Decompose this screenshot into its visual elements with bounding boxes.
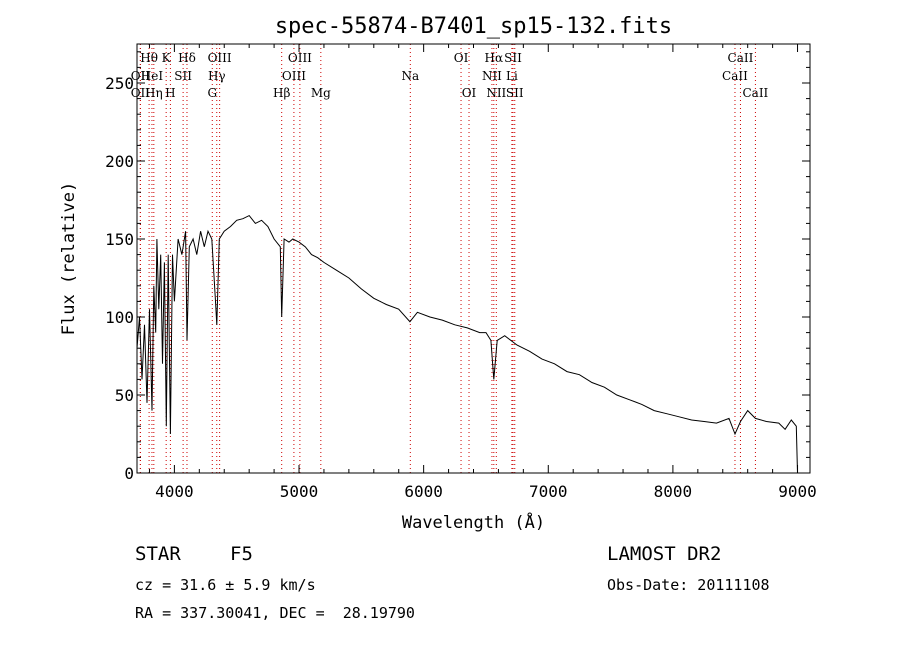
line-marker-label: CaII — [742, 86, 768, 100]
line-marker-label: Mg — [311, 86, 331, 100]
line-marker-label: OI — [462, 86, 477, 100]
line-marker-label: OII — [131, 86, 151, 100]
line-marker-label: HeI — [141, 69, 164, 83]
x-tick-label: 4000 — [155, 482, 194, 501]
y-tick-label: 50 — [115, 386, 134, 405]
line-marker-label: CaII — [728, 51, 754, 65]
object-class: STAR — [135, 543, 181, 565]
y-tick-label: 150 — [105, 230, 134, 249]
y-tick-label: 250 — [105, 74, 134, 93]
line-marker-label: G — [207, 86, 217, 100]
survey-name: LAMOST DR2 — [607, 543, 722, 565]
line-marker-label: Hδ — [178, 51, 196, 65]
x-tick-label: 9000 — [778, 482, 817, 501]
x-tick-label: 8000 — [654, 482, 693, 501]
coordinates: RA = 337.30041, DEC = 28.19790 — [135, 604, 415, 622]
y-axis-label: Flux (relative) — [59, 182, 79, 336]
plot-frame — [136, 43, 811, 474]
line-marker-label: SII — [174, 69, 192, 83]
line-marker-label: Hβ — [273, 86, 290, 100]
obs-date: Obs-Date: 20111108 — [607, 576, 770, 594]
x-tick-label: 5000 — [280, 482, 319, 501]
y-tick-label: 200 — [105, 152, 134, 171]
line-marker-label: OIII — [208, 51, 232, 65]
line-marker-label: OIII — [282, 69, 306, 83]
line-marker-label: SII — [506, 86, 524, 100]
chart-title: spec-55874-B7401_sp15-132.fits — [275, 14, 672, 39]
line-marker-label: OII — [131, 69, 151, 83]
spectrum-line — [136, 214, 798, 474]
line-marker-label: CaII — [722, 69, 748, 83]
line-marker-label: H — [165, 86, 175, 100]
y-tick-label: 0 — [124, 464, 134, 483]
x-tick-label: 7000 — [529, 482, 568, 501]
line-marker-label: OIII — [288, 51, 312, 65]
line-marker-label: SII — [504, 51, 522, 65]
x-tick-label: 6000 — [404, 482, 443, 501]
line-marker-label: OI — [454, 51, 469, 65]
object-subclass: F5 — [230, 543, 253, 565]
line-marker-label: Hα — [485, 51, 504, 65]
line-marker-label: Hγ — [208, 69, 226, 83]
line-marker-label: NII — [482, 69, 502, 83]
velocity-readout: cz = 31.6 ± 5.9 km/s — [135, 576, 316, 594]
line-marker-label: Hη — [145, 86, 163, 100]
line-marker-label: Hθ — [140, 51, 158, 65]
line-marker-label: Na — [401, 69, 419, 83]
x-axis-label: Wavelength (Å) — [402, 511, 545, 533]
line-marker-label: K — [162, 51, 172, 65]
y-tick-label: 100 — [105, 308, 134, 327]
line-marker-label: NII — [486, 86, 506, 100]
line-marker-label: Li — [506, 69, 518, 83]
